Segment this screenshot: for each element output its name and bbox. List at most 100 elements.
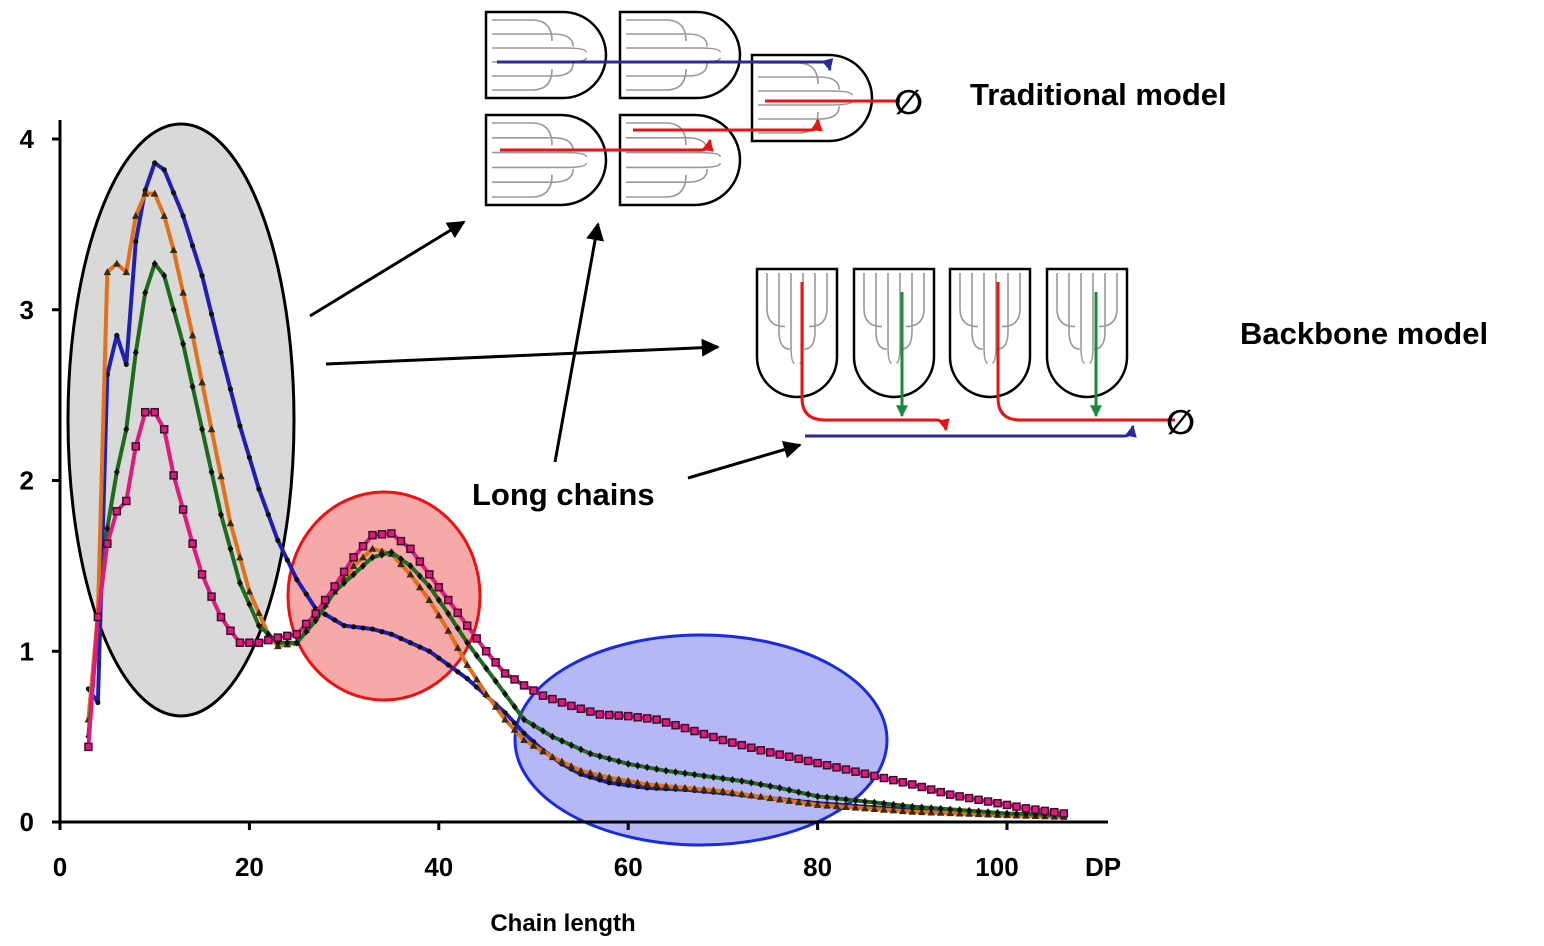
reducing-end-symbol: ∅ — [894, 84, 923, 122]
data-point — [398, 635, 404, 642]
data-point — [425, 596, 434, 604]
data-point — [462, 621, 472, 630]
cluster — [750, 53, 874, 143]
data-point — [256, 486, 262, 492]
data-point — [861, 797, 868, 806]
data-point — [843, 795, 850, 804]
data-point — [511, 720, 518, 726]
data-point — [312, 616, 319, 625]
data-point — [653, 765, 660, 773]
data-point — [237, 423, 243, 429]
data-point — [406, 544, 415, 554]
data-point — [842, 802, 850, 810]
data-point — [983, 797, 993, 806]
data-point — [605, 710, 614, 720]
data-point — [169, 245, 178, 253]
data-point — [311, 609, 320, 618]
data-point — [993, 798, 1002, 808]
data-point — [747, 743, 756, 752]
data-point — [889, 775, 898, 785]
x-tick-label: DP — [1085, 852, 1121, 882]
data-point — [453, 643, 462, 651]
data-point — [530, 721, 537, 730]
data-point — [548, 753, 557, 761]
data-point — [633, 713, 642, 722]
data-point — [568, 741, 575, 749]
data-point — [502, 690, 509, 698]
data-point — [549, 732, 556, 741]
data-point — [161, 167, 167, 173]
data-point — [898, 778, 908, 787]
data-point — [350, 570, 357, 579]
data-point — [140, 407, 150, 417]
data-point — [889, 806, 898, 814]
data-point — [661, 718, 671, 727]
data-point — [510, 725, 519, 733]
data-point — [1004, 809, 1010, 818]
data-point — [852, 796, 859, 805]
x-tick-label: 60 — [614, 852, 643, 882]
data-point — [142, 288, 149, 297]
data-point — [235, 638, 245, 647]
data-point — [339, 567, 349, 577]
data-point — [538, 691, 548, 700]
data-point — [879, 773, 889, 783]
data-point — [966, 806, 973, 815]
data-point — [521, 715, 528, 724]
data-point — [700, 785, 708, 793]
data-point — [1031, 805, 1040, 814]
data-point — [623, 711, 633, 721]
cluster — [618, 10, 742, 100]
backbone-chain-blue — [805, 424, 1137, 438]
data-point — [880, 799, 887, 808]
data-point — [216, 612, 226, 622]
data-point — [350, 624, 357, 630]
data-point — [464, 675, 470, 682]
data-point — [813, 758, 822, 768]
data-point — [246, 454, 252, 461]
data-point — [643, 780, 651, 788]
data-point — [434, 582, 444, 592]
annotation-arrows — [309, 220, 802, 480]
data-point — [520, 736, 528, 744]
data-point — [180, 213, 186, 219]
data-point — [197, 570, 207, 579]
data-point — [671, 720, 680, 730]
data-point — [766, 748, 775, 757]
data-point — [379, 629, 385, 635]
data-point — [794, 754, 803, 764]
data-point — [500, 669, 510, 678]
data-point — [188, 539, 197, 548]
data-point — [113, 259, 121, 267]
data-point — [860, 769, 870, 779]
cluster — [1045, 267, 1129, 399]
data-point — [341, 623, 347, 629]
data-point — [369, 626, 376, 632]
data-point — [596, 752, 603, 761]
data-point — [245, 587, 254, 595]
data-point — [795, 788, 802, 796]
data-point — [472, 634, 481, 643]
data-point — [226, 519, 235, 527]
data-point — [634, 761, 641, 770]
data-point — [104, 524, 111, 533]
data-point — [700, 772, 707, 780]
data-point — [766, 794, 775, 802]
data-point — [615, 757, 622, 766]
data-point — [254, 638, 264, 647]
data-point — [747, 791, 756, 799]
data-point — [322, 611, 328, 617]
reducing-end-symbol: ∅ — [1166, 404, 1195, 442]
data-point — [671, 782, 680, 790]
data-point — [217, 510, 224, 519]
data-point — [426, 582, 433, 591]
data-point — [871, 798, 878, 807]
data-point — [616, 781, 622, 787]
data-point — [748, 778, 755, 787]
traditional-model-label: Traditional model — [970, 77, 1227, 112]
data-point — [899, 807, 907, 815]
data-point — [226, 626, 235, 636]
y-tick-label: 1 — [20, 636, 34, 666]
data-point — [93, 612, 103, 622]
